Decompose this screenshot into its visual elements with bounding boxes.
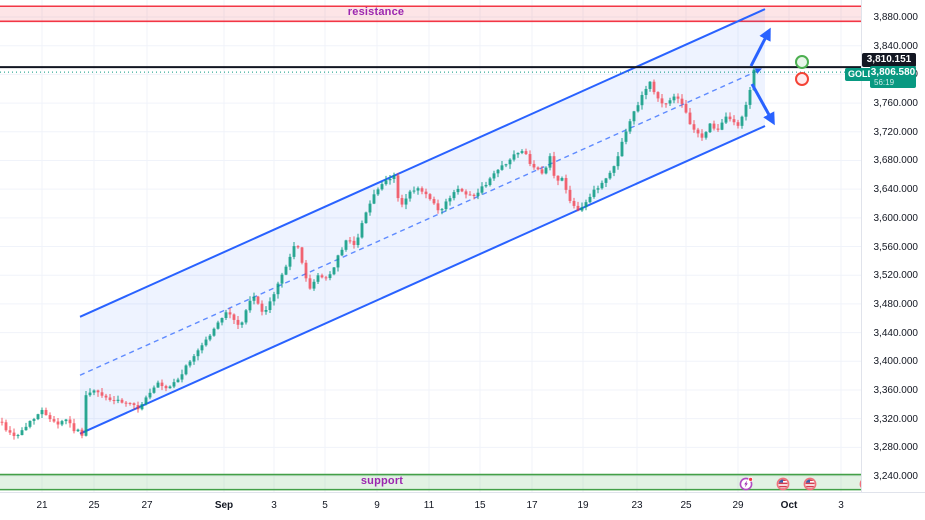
time-axis-tick: 9 <box>374 500 380 511</box>
price-axis-tick: 3,760.000 <box>873 98 919 110</box>
price-axis-tick: 3,480.000 <box>873 298 919 310</box>
down-arrow[interactable] <box>750 83 775 126</box>
candlestick-series <box>0 66 756 440</box>
time-axis-tick: 3 <box>271 500 277 511</box>
time-axis-tick: 25 <box>88 500 100 511</box>
symbol-badge: GOLD <box>845 68 877 81</box>
time-axis[interactable]: 21 25 27 Sep 3 5 9 11 15 17 19 23 25 29 Oct 3 <box>0 492 925 520</box>
signal-circles[interactable] <box>795 55 809 86</box>
economic-event-icon[interactable] <box>739 477 753 491</box>
price-axis-tick: 3,280.000 <box>873 442 919 454</box>
time-axis-tick: 29 <box>732 500 744 511</box>
price-axis-tick: 3,560.000 <box>873 241 919 253</box>
time-axis-tick: 3 <box>838 500 844 511</box>
red-signal-circle[interactable] <box>795 72 809 86</box>
price-axis-tick: 3,720.000 <box>873 126 919 138</box>
price-axis-tick: 3,520.000 <box>873 270 919 282</box>
time-axis-tick: 19 <box>577 500 589 511</box>
time-axis-tick: 27 <box>141 500 153 511</box>
time-axis-tick: 23 <box>631 500 643 511</box>
trend-arrows[interactable] <box>749 27 775 126</box>
support-resistance-zones[interactable] <box>0 5 861 491</box>
timeline-event-icons[interactable] <box>739 477 871 491</box>
time-axis-tick: 11 <box>423 500 435 511</box>
last-price-value: 3,806.580 <box>870 67 916 78</box>
green-signal-circle[interactable] <box>795 55 809 69</box>
time-axis-tick: 25 <box>680 500 692 511</box>
price-axis-tick: 3,840.000 <box>873 40 919 52</box>
price-axis-tick: 3,400.000 <box>873 356 919 368</box>
us-flag-event-icon[interactable] <box>777 478 788 489</box>
time-axis-tick: 15 <box>474 500 486 511</box>
time-axis-tick: Sep <box>214 500 234 511</box>
price-axis-tick: 3,680.000 <box>873 155 919 167</box>
price-axis-tick: 3,320.000 <box>873 413 919 425</box>
price-axis-tick: 3,360.000 <box>873 384 919 396</box>
time-axis-tick: 17 <box>526 500 538 511</box>
ascending-channel-drawing[interactable] <box>79 8 766 435</box>
gridlines <box>0 0 861 492</box>
up-arrow[interactable] <box>749 27 771 67</box>
price-line-label: 3,810.151 <box>862 53 916 67</box>
price-axis-tick: 3,880.000 <box>873 12 919 23</box>
bar-countdown-timer: 56:19 <box>874 78 895 87</box>
price-axis-tick: 3,240.000 <box>873 471 919 482</box>
price-lines[interactable] <box>0 66 861 73</box>
last-price-label: 3,806.580 56:19 <box>870 66 916 88</box>
time-axis-tick: Oct <box>780 500 798 511</box>
price-axis-tick: 3,640.000 <box>873 184 919 196</box>
time-axis-tick: 5 <box>322 500 328 511</box>
time-axis-tick: 21 <box>36 500 48 511</box>
price-axis-tick: 3,600.000 <box>873 212 919 224</box>
price-axis-tick: 3,440.000 <box>873 327 919 339</box>
us-flag-event-icon[interactable] <box>804 478 815 489</box>
